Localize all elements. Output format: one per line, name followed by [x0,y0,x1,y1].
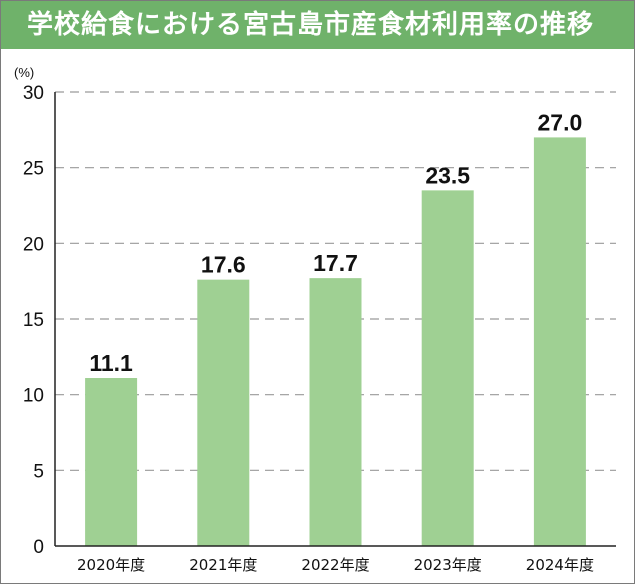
bar [421,190,474,546]
x-category-label: 2020年度 [77,556,145,574]
data-label: 11.1 [89,350,133,376]
x-category-label: 2021年度 [189,556,257,574]
y-tick-label: 10 [23,386,44,407]
y-axis-unit-label: (%) [14,65,34,80]
data-label: 17.6 [201,252,246,278]
bar [85,378,138,546]
y-tick-label: 30 [23,83,44,104]
data-label: 23.5 [425,162,470,188]
y-tick-label: 15 [23,310,44,331]
y-tick-label: 25 [23,159,44,180]
x-category-label: 2023年度 [414,556,482,574]
y-tick-label: 0 [33,537,44,558]
bar [197,279,250,546]
x-category-label: 2022年度 [301,556,369,574]
y-tick-label: 5 [33,461,44,482]
x-category-label: 2024年度 [526,556,594,574]
data-label: 17.7 [313,250,358,276]
title-bar: 学校給食における宮古島市産食材利用率の推移 [1,1,634,49]
bar [533,137,586,546]
data-label: 27.0 [538,109,583,135]
bar [309,278,362,546]
y-tick-label: 20 [23,234,44,255]
chart-title: 学校給食における宮古島市産食材利用率の推移 [27,10,595,40]
